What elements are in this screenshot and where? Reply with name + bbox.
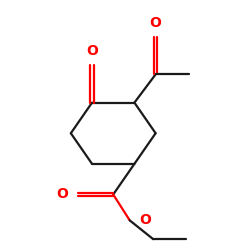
- Text: O: O: [150, 16, 162, 30]
- Text: O: O: [56, 188, 68, 202]
- Text: O: O: [139, 213, 151, 227]
- Text: O: O: [86, 44, 98, 58]
